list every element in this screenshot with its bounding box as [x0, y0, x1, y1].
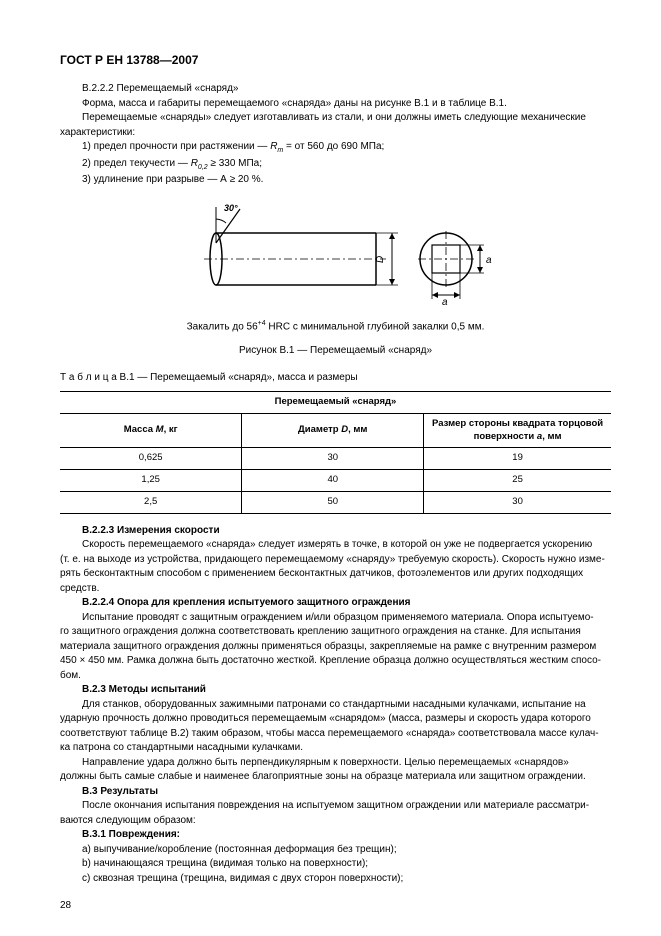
- figure-caption: Рисунок В.1 — Перемещаемый «снаряд»: [60, 344, 611, 358]
- paragraph: Форма, масса и габариты перемещаемого «с…: [60, 97, 611, 111]
- table-cell: 1,25: [60, 470, 242, 492]
- text: Диаметр: [298, 424, 341, 435]
- paragraph: го защитного ограждения должна соответст…: [60, 625, 611, 639]
- table-header: Размер стороны квадрата торцовой поверхн…: [424, 413, 611, 448]
- table-header-top: Перемещаемый «снаряд»: [60, 391, 611, 413]
- table-cell: 40: [242, 470, 424, 492]
- table-cell: 30: [424, 491, 611, 513]
- paragraph: соответствуют таблице В.2) таким образом…: [60, 727, 611, 741]
- dim-a2: a: [442, 297, 448, 307]
- section-b3-title: В.3 Результаты: [60, 785, 611, 799]
- paragraph: Направление удара должно быть перпендику…: [60, 756, 611, 770]
- symbol-M: М: [156, 424, 164, 435]
- paragraph: Испытание проводят с защитным ограждение…: [60, 611, 611, 625]
- table-cell: 0,625: [60, 448, 242, 470]
- paragraph: материала защитного ограждения должны пр…: [60, 640, 611, 654]
- angle-label: 30°: [224, 203, 238, 213]
- text: HRC с минимальной глубиной закалки 0,5 м…: [266, 321, 485, 332]
- dim-a1: a: [486, 255, 492, 266]
- text: 1) предел прочности при растяжении —: [82, 141, 270, 152]
- text: ≥ 330 МПа;: [208, 158, 262, 169]
- text: Масса: [124, 424, 156, 435]
- sup: +4: [258, 320, 266, 327]
- paragraph: ка патрона со стандартными насадными кул…: [60, 741, 611, 755]
- hardness-note: Закалить до 56+4 HRC с минимальной глуби…: [60, 319, 611, 334]
- table-b1: Перемещаемый «снаряд» Масса М, кг Диамет…: [60, 391, 611, 514]
- page-number: 28: [60, 899, 71, 913]
- paragraph: рять бесконтактным способом с применение…: [60, 567, 611, 581]
- figure-b1: 30° D a: [60, 197, 611, 312]
- table-cell: 2,5: [60, 491, 242, 513]
- doc-header: ГОСТ Р ЕН 13788—2007: [60, 52, 611, 68]
- paragraph: характеристики:: [60, 126, 611, 140]
- table-cell: 25: [424, 470, 611, 492]
- text: Размер стороны квадрата торцовой: [432, 418, 603, 429]
- list-item: b) начинающаяся трещина (видимая только …: [60, 857, 611, 871]
- paragraph: Скорость перемещаемого «снаряда» следует…: [60, 538, 611, 552]
- list-item: 1) предел прочности при растяжении — Rm …: [60, 140, 611, 155]
- section-b223-title: В.2.2.3 Измерения скорости: [60, 524, 611, 538]
- text: , мм: [542, 431, 561, 442]
- paragraph: должны быть самые слабые и наименее благ…: [60, 770, 611, 784]
- dim-D: D: [375, 255, 386, 262]
- text: 2) предел текучести —: [82, 158, 191, 169]
- list-item: 2) предел текучести — R0,2 ≥ 330 МПа;: [60, 157, 611, 172]
- paragraph: (т. е. на выходе из устройства, придающе…: [60, 553, 611, 567]
- section-b31-title: В.3.1 Повреждения:: [60, 828, 611, 842]
- paragraph: ударную прочность должно проводиться пер…: [60, 712, 611, 726]
- table-cell: 19: [424, 448, 611, 470]
- text: = от 560 до 690 МПа;: [283, 141, 384, 152]
- list-item: c) сквозная трещина (трещина, видимая с …: [60, 872, 611, 886]
- text: , мм: [348, 424, 367, 435]
- text: поверхности: [474, 431, 537, 442]
- section-b222-title: В.2.2.2 Перемещаемый «снаряд»: [60, 82, 611, 96]
- symbol-rm: Rm: [270, 141, 283, 152]
- list-item: 3) удлинение при разрыве — А ≥ 20 %.: [60, 173, 611, 187]
- table-title: Т а б л и ц а В.1 — Перемещаемый «снаряд…: [60, 371, 611, 385]
- table-header: Диаметр D, мм: [242, 413, 424, 448]
- paragraph: Перемещаемые «снаряды» следует изготавли…: [60, 111, 611, 125]
- table-cell: 50: [242, 491, 424, 513]
- section-b224-title: В.2.2.4 Опора для крепления испытуемого …: [60, 596, 611, 610]
- paragraph: 450 × 450 мм. Рамка должна быть достаточ…: [60, 654, 611, 668]
- text: Закалить до 56: [187, 321, 258, 332]
- table-cell: 30: [242, 448, 424, 470]
- paragraph: Для станков, оборудованных зажимными пат…: [60, 698, 611, 712]
- paragraph: ваются следующим образом:: [60, 814, 611, 828]
- symbol-r02: R0,2: [191, 158, 208, 169]
- section-b23-title: В.2.3 Методы испытаний: [60, 683, 611, 697]
- paragraph: После окончания испытания повреждения на…: [60, 799, 611, 813]
- table-header: Масса М, кг: [60, 413, 242, 448]
- text: , кг: [164, 424, 178, 435]
- paragraph: бом.: [60, 669, 611, 683]
- list-item: a) выпучивание/коробление (постоянная де…: [60, 843, 611, 857]
- paragraph: средств.: [60, 582, 611, 596]
